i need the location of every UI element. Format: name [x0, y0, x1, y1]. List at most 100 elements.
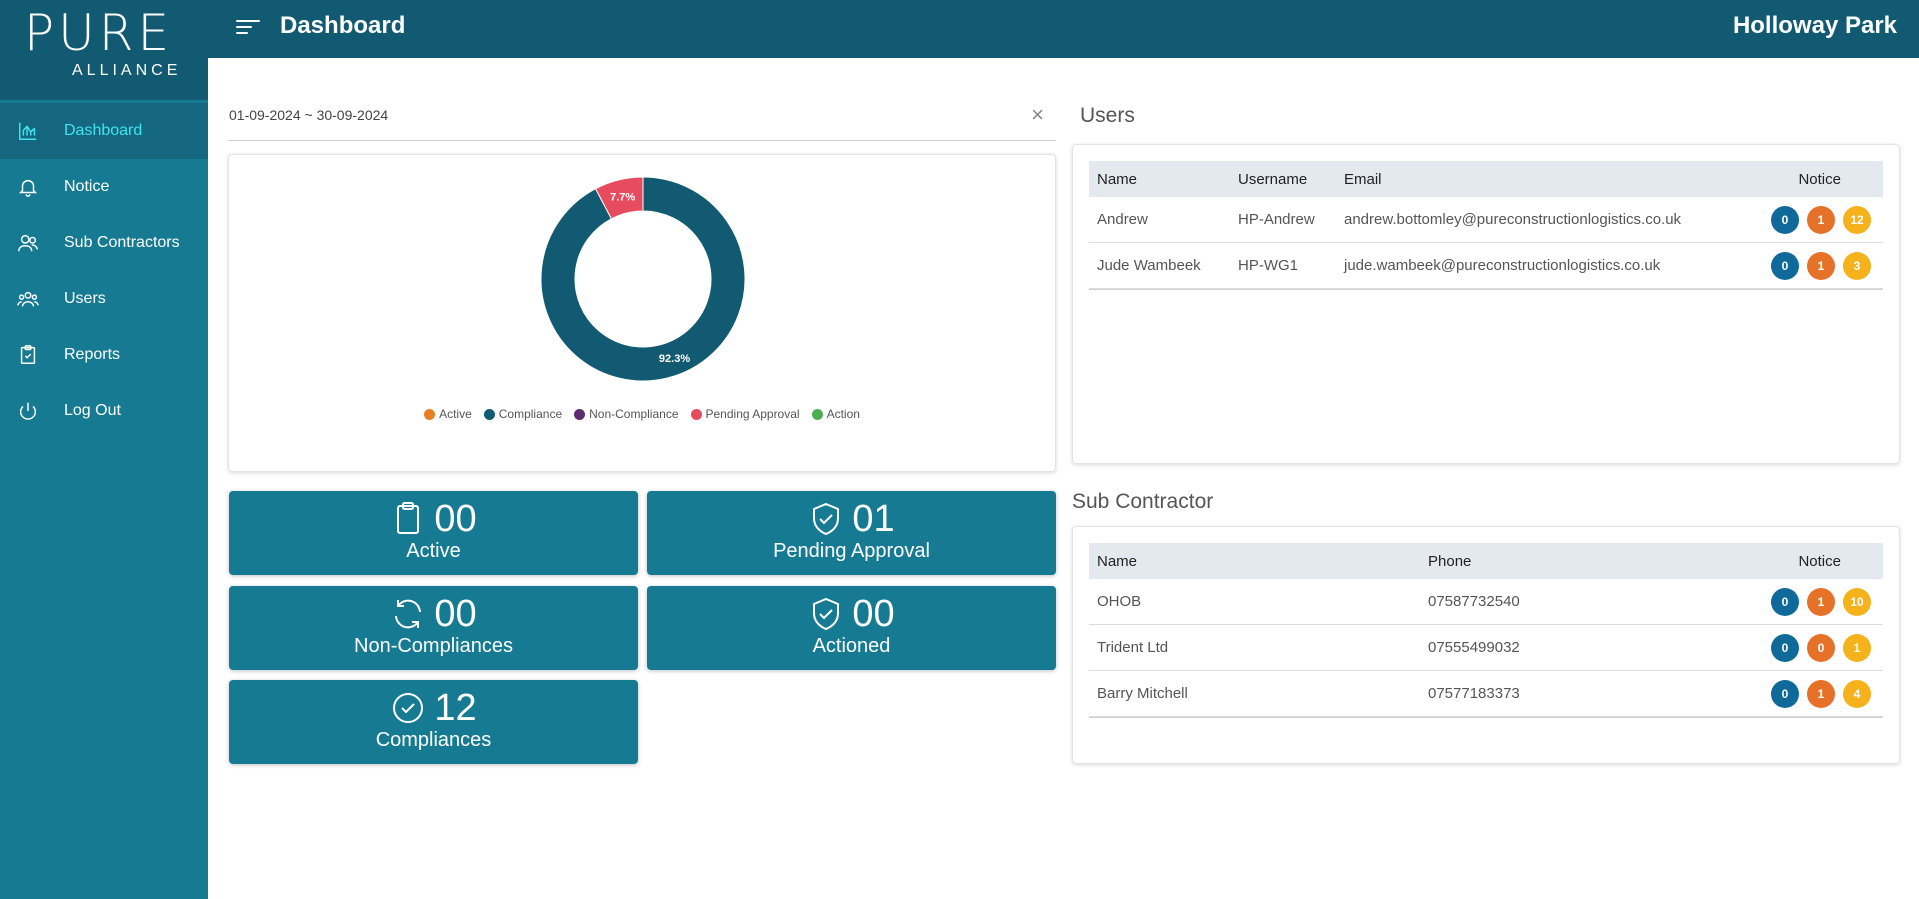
table-row[interactable]: Jude Wambeek HP-WG1 jude.wambeek@purecon…	[1089, 242, 1883, 289]
stat-label: Actioned	[812, 635, 891, 657]
table-row[interactable]: OHOB 07587732540 0 1 10	[1089, 579, 1883, 625]
legend-item-active[interactable]: Active	[424, 407, 472, 421]
refresh-icon	[390, 596, 426, 632]
clipboard-check-icon	[16, 343, 40, 367]
slice-pending-approval[interactable]	[594, 177, 644, 220]
legend-swatch	[424, 408, 436, 420]
top-header: Dashboard Holloway Park	[208, 0, 1919, 58]
column-header-name: Name	[1097, 170, 1138, 188]
legend-label: Pending Approval	[705, 407, 800, 421]
logo-text: PURE	[24, 4, 174, 62]
notice-badge-blue[interactable]: 0	[1771, 251, 1799, 280]
notice-badge-blue[interactable]: 0	[1771, 633, 1799, 662]
sub-name: Barry Mitchell	[1089, 670, 1420, 717]
sub-contractor-panel: Name Phone Notice OHOB 07587732540 0 1 1…	[1072, 526, 1900, 764]
sidebar-item-dashboard[interactable]: Dashboard	[0, 103, 208, 159]
legend-swatch	[574, 408, 586, 420]
data-label-compliance: 92.3%	[659, 353, 690, 365]
donut-chart: 7.7% 92.3%	[541, 177, 745, 381]
notice-cell: 0 1 10	[1723, 579, 1883, 625]
notice-badge-blue[interactable]: 0	[1771, 587, 1799, 616]
stat-card-active[interactable]: 00 Active	[229, 491, 638, 575]
stat-label: Non-Compliances	[354, 635, 513, 657]
sidebar: PURE ALLIANCE Dashboard Notice Sub Contr…	[0, 0, 208, 899]
shield-check-icon	[808, 501, 844, 537]
legend-swatch	[483, 408, 495, 420]
sidebar-item-label: Users	[64, 290, 106, 307]
check-circle-icon	[390, 690, 426, 726]
legend-item-pending-approval[interactable]: Pending Approval	[690, 407, 800, 421]
table-header-row: Name Phone Notice	[1089, 543, 1883, 579]
date-range-input[interactable]: 01-09-2024 ~ 30-09-2024 ×	[228, 98, 1056, 141]
stat-label: Compliances	[375, 729, 492, 751]
table-row[interactable]: Trident Ltd 07555499032 0 0 1	[1089, 624, 1883, 671]
column-header-username: Username	[1238, 170, 1308, 188]
notice-badge-orange[interactable]: 1	[1807, 679, 1835, 708]
logo[interactable]: PURE ALLIANCE	[0, 0, 208, 100]
notice-badge-yellow[interactable]: 3	[1843, 251, 1871, 280]
legend-label: Compliance	[498, 407, 563, 421]
site-name: Holloway Park	[1732, 12, 1897, 39]
legend-item-action[interactable]: Action	[811, 407, 860, 421]
user-name: Jude Wambeek	[1089, 242, 1230, 289]
stat-value: 00	[434, 498, 477, 540]
sidebar-item-label: Reports	[64, 346, 121, 363]
sub-name: OHOB	[1089, 579, 1420, 625]
slice-compliance[interactable]	[541, 177, 745, 381]
column-header-email: Email	[1344, 170, 1382, 188]
sidebar-item-label: Log Out	[64, 402, 121, 419]
sub-contractor-table: Name Phone Notice OHOB 07587732540 0 1 1…	[1089, 543, 1883, 718]
sidebar-item-log-out[interactable]: Log Out	[0, 383, 208, 439]
notice-badge-yellow[interactable]: 1	[1843, 633, 1871, 662]
sub-contractor-title: Sub Contractor	[1072, 490, 1214, 513]
stat-value: 00	[852, 593, 895, 635]
chart-card: 7.7% 92.3% Active Compliance Non-Complianc…	[228, 154, 1056, 472]
notice-badge-orange[interactable]: 1	[1807, 251, 1835, 280]
stat-value: 00	[434, 593, 477, 635]
notice-badge-yellow[interactable]: 12	[1843, 205, 1871, 234]
sub-phone: 07587732540	[1420, 579, 1723, 625]
bell-icon	[16, 175, 40, 199]
close-icon[interactable]: ×	[1031, 102, 1044, 127]
sidebar-item-users[interactable]: Users	[0, 271, 208, 327]
user-email: andrew.bottomley@pureconstructionlogisti…	[1336, 197, 1723, 243]
sidebar-item-label: Sub Contractors	[64, 234, 180, 251]
page-title: Dashboard	[280, 12, 406, 39]
menu-icon[interactable]	[236, 16, 260, 40]
notice-badge-yellow[interactable]: 10	[1843, 587, 1871, 616]
clipboard-icon	[390, 501, 426, 537]
sidebar-item-notice[interactable]: Notice	[0, 159, 208, 215]
table-row[interactable]: Barry Mitchell 07577183373 0 1 4	[1089, 670, 1883, 717]
users-table: Name Username Email Notice Andrew HP-And…	[1089, 161, 1883, 290]
sidebar-nav: Dashboard Notice Sub Contractors Users R…	[0, 103, 208, 439]
notice-badge-blue[interactable]: 0	[1771, 205, 1799, 234]
column-header-notice: Notice	[1798, 552, 1841, 570]
table-row[interactable]: Andrew HP-Andrew andrew.bottomley@pureco…	[1089, 197, 1883, 243]
notice-badge-blue[interactable]: 0	[1771, 679, 1799, 708]
notice-cell: 0 1 3	[1723, 242, 1883, 289]
sidebar-item-reports[interactable]: Reports	[0, 327, 208, 383]
stat-label: Pending Approval	[773, 540, 930, 562]
notice-cell: 0 1 12	[1723, 197, 1883, 243]
stat-card-pending-approval[interactable]: 01 Pending Approval	[647, 491, 1056, 575]
notice-badge-yellow[interactable]: 4	[1843, 679, 1871, 708]
stat-card-actioned[interactable]: 00 Actioned	[647, 586, 1056, 670]
users-icon	[16, 231, 40, 255]
notice-badge-orange[interactable]: 0	[1807, 633, 1835, 662]
users-title: Users	[1080, 104, 1135, 127]
notice-badge-orange[interactable]: 1	[1807, 587, 1835, 616]
stat-label: Active	[406, 540, 461, 562]
legend-label: Non-Compliance	[589, 407, 679, 421]
legend-label: Active	[439, 407, 472, 421]
legend-item-non-compliance[interactable]: Non-Compliance	[574, 407, 679, 421]
stat-card-compliances[interactable]: 12 Compliances	[229, 680, 638, 764]
sidebar-item-sub-contractors[interactable]: Sub Contractors	[0, 215, 208, 271]
stat-card-non-compliances[interactable]: 00 Non-Compliances	[229, 586, 638, 670]
column-header-notice: Notice	[1798, 170, 1841, 188]
legend-swatch	[811, 408, 823, 420]
notice-badge-orange[interactable]: 1	[1807, 205, 1835, 234]
notice-cell: 0 0 1	[1723, 624, 1883, 671]
legend-item-compliance[interactable]: Compliance	[483, 407, 563, 421]
stat-value: 12	[434, 687, 477, 729]
sub-phone: 07577183373	[1420, 670, 1723, 717]
